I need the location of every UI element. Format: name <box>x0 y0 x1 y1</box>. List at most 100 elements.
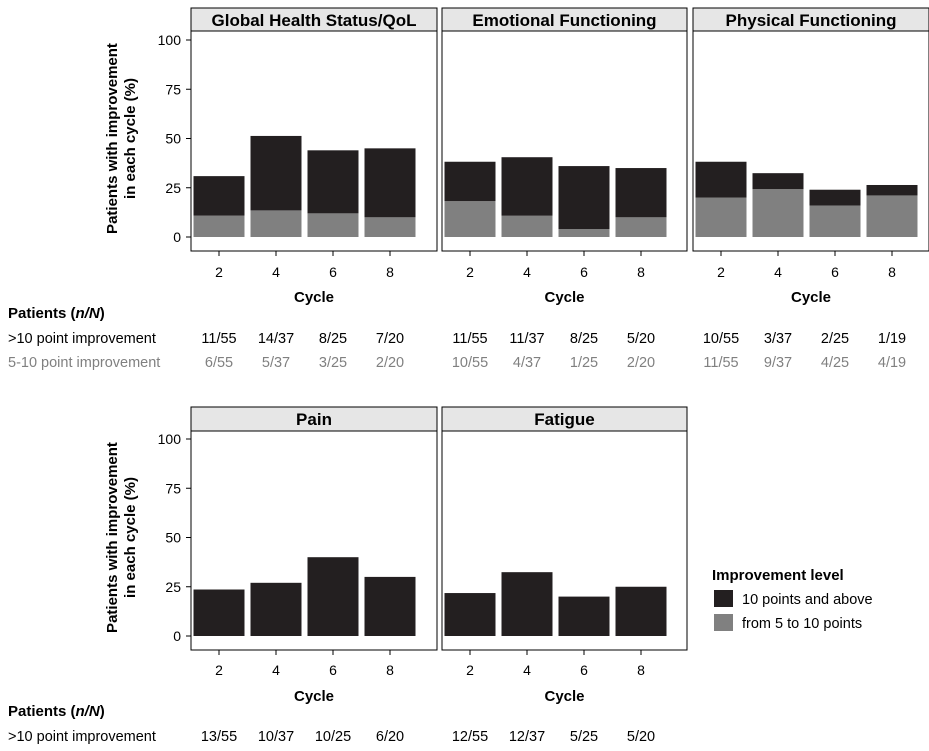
bar-from5to10-cycle-4 <box>752 189 804 237</box>
y-axis-title: Patients with improvementin each cycle (… <box>104 442 139 633</box>
x-axis-title: Cycle <box>544 688 584 705</box>
table-above10-value: 13/55 <box>201 729 237 745</box>
legend-label-from5to10: from 5 to 10 points <box>742 616 862 632</box>
legend-swatch-above10 <box>714 590 733 607</box>
panel-title: Fatigue <box>534 410 594 429</box>
bar-from5to10-cycle-2 <box>444 201 496 237</box>
bar-above10-cycle-4 <box>250 582 302 636</box>
x-tick-label: 8 <box>888 264 896 280</box>
panel-title: Emotional Functioning <box>472 11 656 30</box>
table-from5to10-value: 4/19 <box>878 355 906 371</box>
x-tick-label: 4 <box>774 264 782 280</box>
table-above10-value: 2/25 <box>821 331 849 347</box>
table-above10-value: 12/55 <box>452 729 488 745</box>
bar-above10-cycle-2 <box>193 176 245 216</box>
table-above10-value: 6/20 <box>376 729 404 745</box>
y-tick-label: 25 <box>165 579 181 595</box>
row-label-from5to10-1: 5-10 point improvement <box>8 355 160 371</box>
bar-above10-cycle-4 <box>250 135 302 211</box>
bar-from5to10-cycle-8 <box>615 217 667 237</box>
bar-from5to10-cycle-2 <box>695 197 747 237</box>
bar-from5to10-cycle-4 <box>501 215 553 237</box>
table-above10-value: 5/20 <box>627 729 655 745</box>
table-above10-value: 8/25 <box>570 331 598 347</box>
panel-pain: Pain 2 13/55 4 10/37 6 10/25 8 6/20 Cycle 0 25 50 75 1… <box>104 406 438 745</box>
x-tick-label: 6 <box>329 662 337 678</box>
bar-from5to10-cycle-2 <box>193 215 245 237</box>
x-axis-title: Cycle <box>544 289 584 306</box>
row-label-above10-1: >10 point improvement <box>8 331 156 347</box>
table-from5to10-value: 2/20 <box>376 355 404 371</box>
table-from5to10-value: 5/37 <box>262 355 290 371</box>
row-label-above10-2: >10 point improvement <box>8 729 156 745</box>
table-above10-value: 12/37 <box>509 729 545 745</box>
x-tick-label: 8 <box>386 662 394 678</box>
bar-above10-cycle-2 <box>444 161 496 202</box>
table-above10-value: 8/25 <box>319 331 347 347</box>
bar-above10-cycle-8 <box>866 184 918 196</box>
table-from5to10-value: 11/55 <box>703 355 738 371</box>
bar-above10-cycle-8 <box>364 576 416 636</box>
bar-from5to10-cycle-4 <box>250 210 302 237</box>
bar-from5to10-cycle-6 <box>558 229 610 237</box>
legend: Improvement level 10 points and above fr… <box>712 567 873 632</box>
bar-above10-cycle-6 <box>558 166 610 230</box>
table-above10-value: 10/55 <box>703 331 739 347</box>
x-tick-label: 4 <box>523 662 531 678</box>
legend-label-above10: 10 points and above <box>742 592 873 608</box>
x-tick-label: 6 <box>580 264 588 280</box>
table-above10-value: 10/25 <box>315 729 351 745</box>
bar-above10-cycle-4 <box>752 173 804 190</box>
x-tick-label: 2 <box>466 264 474 280</box>
y-tick-label: 75 <box>165 480 181 496</box>
y-tick-label: 100 <box>158 431 182 447</box>
panel-physical-functioning: Physical Functioning 2 10/55 11/55 4 3/37 9/37… <box>692 7 929 371</box>
table-above10-value: 11/55 <box>452 331 487 347</box>
panel-fatigue: Fatigue 2 12/55 4 12/37 6 5/25 8 5/20 Cycle <box>441 406 688 745</box>
x-tick-label: 2 <box>215 662 223 678</box>
bar-above10-cycle-6 <box>307 150 359 214</box>
table-above10-value: 11/55 <box>201 331 236 347</box>
x-tick-label: 6 <box>580 662 588 678</box>
panel-title: Global Health Status/QoL <box>212 11 417 30</box>
bar-from5to10-cycle-6 <box>307 213 359 237</box>
bar-above10-cycle-6 <box>809 189 861 206</box>
patients-heading-1: Patients (n/N) <box>8 305 105 322</box>
bar-above10-cycle-2 <box>444 593 496 636</box>
y-tick-label: 75 <box>165 81 181 97</box>
table-above10-value: 11/37 <box>509 331 544 347</box>
panel-title: Pain <box>296 410 332 429</box>
table-from5to10-value: 9/37 <box>764 355 792 371</box>
patients-heading-2: Patients (n/N) <box>8 703 105 720</box>
legend-title: Improvement level <box>712 567 844 584</box>
table-above10-value: 7/20 <box>376 331 404 347</box>
bar-above10-cycle-8 <box>615 586 667 636</box>
panel-global-health-status-qol: Global Health Status/QoL 2 11/55 6/55 4 14/37… <box>104 7 438 371</box>
x-tick-label: 8 <box>386 264 394 280</box>
x-tick-label: 4 <box>523 264 531 280</box>
x-tick-label: 8 <box>637 264 645 280</box>
x-tick-label: 6 <box>831 264 839 280</box>
legend-swatch-from5to10 <box>714 614 733 631</box>
y-tick-label: 0 <box>173 229 181 245</box>
x-tick-label: 6 <box>329 264 337 280</box>
y-tick-label: 100 <box>158 32 182 48</box>
x-tick-label: 2 <box>215 264 223 280</box>
table-above10-value: 5/25 <box>570 729 598 745</box>
y-tick-label: 50 <box>165 530 181 546</box>
bar-above10-cycle-4 <box>501 157 553 216</box>
x-tick-label: 4 <box>272 662 280 678</box>
y-tick-label: 0 <box>173 628 181 644</box>
table-from5to10-value: 2/20 <box>627 355 655 371</box>
table-from5to10-value: 10/55 <box>452 355 488 371</box>
panel-strip <box>190 406 438 432</box>
bar-from5to10-cycle-8 <box>866 195 918 237</box>
table-from5to10-value: 4/37 <box>513 355 541 371</box>
bar-from5to10-cycle-6 <box>809 205 861 237</box>
x-tick-label: 2 <box>466 662 474 678</box>
y-tick-label: 50 <box>165 131 181 147</box>
table-above10-value: 14/37 <box>258 331 294 347</box>
x-axis-title: Cycle <box>294 289 334 306</box>
bar-above10-cycle-8 <box>615 168 667 218</box>
